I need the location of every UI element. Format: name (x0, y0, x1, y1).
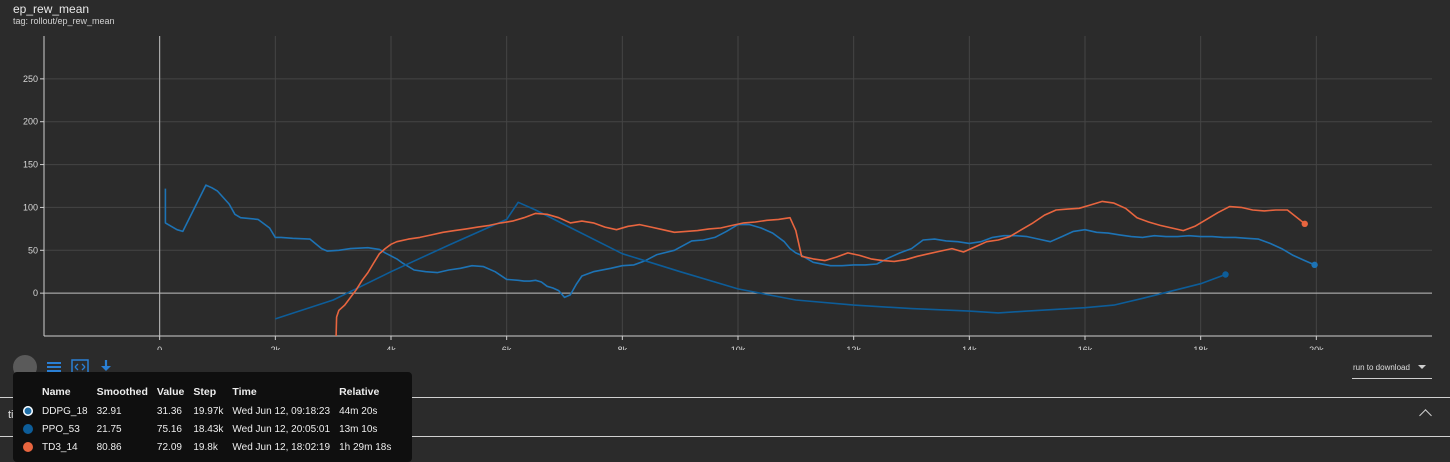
run-time: Wed Jun 12, 18:02:19 (232, 441, 331, 453)
run-relative: 44m 20s (339, 405, 378, 417)
tooltip-table: Name Smoothed Value Step Time Relative D… (23, 385, 400, 456)
run-name: PPO_53 (42, 423, 80, 435)
run-color-dot (23, 423, 33, 434)
run-step: 19.97k (193, 405, 224, 417)
series-endpoint-TD3_14 (1301, 220, 1308, 228)
run-step: 19.8k (193, 441, 218, 453)
run-step: 18.43k (193, 423, 224, 435)
run-swatch (23, 438, 42, 456)
col-header-relative: Relative (339, 386, 380, 398)
chevron-up-icon[interactable] (1419, 409, 1432, 422)
col-header-value: Value (156, 386, 185, 398)
tooltip-swatch-header (23, 385, 42, 402)
run-smoothed: 21.75 (96, 423, 122, 435)
run-value: 72.09 (156, 441, 182, 453)
col-header-name: Name (42, 386, 71, 398)
line-chart: 0 2k 4k 6k 8k 10k 12k 14k 16k 18k 20k 0 50 100 150 200 2… (23, 36, 1432, 350)
y-tick-label: 0 (33, 288, 38, 298)
tooltip-row: PPO_53 21.75 75.16 18.43k Wed Jun 12, 20… (23, 420, 400, 438)
x-tick-label: 20k (1309, 345, 1324, 350)
run-swatch (23, 420, 42, 438)
chart-title: ep_rew_mean (13, 2, 90, 16)
col-header-step: Step (193, 386, 217, 398)
series-endpoint-PPO_53 (1222, 271, 1229, 278)
x-tick-label: 8k (618, 345, 628, 350)
run-swatch (23, 402, 42, 420)
y-tick-label: 200 (23, 117, 38, 127)
col-header-time: Time (232, 386, 257, 398)
run-color-dot (23, 441, 33, 452)
download-select-label: run to download (1353, 363, 1410, 372)
series-line-PPO_53 (275, 201, 1226, 320)
data-tooltip: Name Smoothed Value Step Time Relative D… (13, 372, 412, 462)
x-tick-label: 18k (1193, 345, 1208, 350)
x-tick-label: 0 (157, 345, 162, 350)
x-tick-label: 6k (502, 345, 512, 350)
run-smoothed: 32.91 (96, 405, 122, 417)
series-line-DDPG_18 (164, 184, 1315, 299)
tooltip-row: TD3_14 80.86 72.09 19.8k Wed Jun 12, 18:… (23, 438, 400, 456)
list-icon[interactable] (45, 358, 63, 376)
run-value: 31.36 (156, 405, 182, 417)
download-select[interactable]: run to download (1352, 360, 1432, 379)
tooltip-row: DDPG_18 32.91 31.36 19.97k Wed Jun 12, 0… (23, 402, 400, 420)
x-tick-label: 10k (731, 345, 746, 350)
y-tick-label: 100 (23, 202, 38, 212)
x-tick-label: 2k (271, 345, 281, 350)
chevron-down-icon (1418, 365, 1426, 369)
x-tick-label: 12k (846, 345, 861, 350)
y-tick-label: 50 (28, 245, 38, 255)
run-relative: 13m 10s (339, 423, 378, 435)
run-relative: 1h 29m 18s (339, 441, 392, 453)
series-endpoint-DDPG_18 (1311, 261, 1318, 269)
run-color-dot (23, 405, 33, 416)
run-value: 75.16 (156, 423, 182, 435)
y-tick-label: 150 (23, 160, 38, 170)
x-tick-label: 14k (962, 345, 977, 350)
run-smoothed: 80.86 (96, 441, 122, 453)
x-tick-label: 16k (1078, 345, 1093, 350)
run-time: Wed Jun 12, 09:18:23 (232, 405, 331, 417)
run-name: TD3_14 (42, 441, 78, 453)
series-line-TD3_14 (335, 200, 1306, 337)
y-tick-label: 250 (23, 74, 38, 84)
run-name: DDPG_18 (42, 405, 88, 417)
x-tick-label: 4k (386, 345, 396, 350)
run-time: Wed Jun 12, 20:05:01 (232, 423, 331, 435)
chart-subtitle: tag: rollout/ep_rew_mean (13, 16, 115, 26)
col-header-smoothed: Smoothed (96, 386, 148, 398)
